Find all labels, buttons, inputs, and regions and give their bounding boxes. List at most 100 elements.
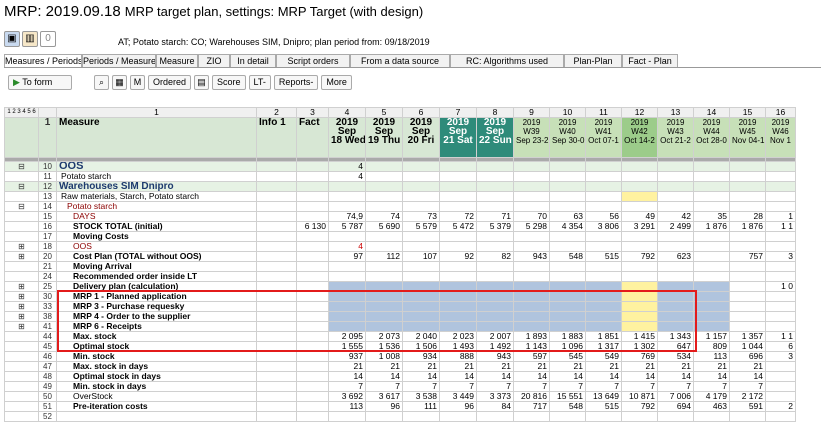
- table-row[interactable]: ⊞ 25 Delivery plan (calculation) 1 0: [4, 281, 796, 292]
- expand-toggle[interactable]: ⊞: [4, 301, 39, 312]
- tab-1[interactable]: Periods / Measures: [82, 54, 156, 67]
- tab-8[interactable]: Plan-Plan: [564, 54, 622, 67]
- m-button[interactable]: M: [130, 75, 145, 90]
- table-row[interactable]: 45 Optimal stock 1 555 1 536 1 506 1 493 1 492…: [4, 341, 796, 352]
- expand-toggle[interactable]: [4, 401, 39, 412]
- search-icon[interactable]: ⌕: [94, 75, 109, 90]
- expand-toggle[interactable]: [4, 361, 39, 372]
- expand-toggle[interactable]: [4, 221, 39, 232]
- chart-icon[interactable]: ▥: [22, 31, 38, 47]
- value-cell: [729, 281, 766, 292]
- ordered-button[interactable]: Ordered: [148, 75, 192, 90]
- value-cell: [765, 321, 796, 332]
- expand-toggle[interactable]: [4, 371, 39, 382]
- expand-toggle[interactable]: [4, 171, 39, 182]
- table-row[interactable]: 48 Optimal stock in days 14 14 14 14 14 14 14 14 1…: [4, 371, 796, 382]
- table-row[interactable]: ⊟ 14 Potato starch: [4, 201, 796, 212]
- tab-6[interactable]: From a data source: [350, 54, 450, 67]
- table-row[interactable]: 47 Max. stock in days 21 21 21 21 21 21 21 21 21 21…: [4, 361, 796, 372]
- value-cell: [657, 261, 694, 272]
- table-row[interactable]: 52: [4, 411, 796, 422]
- expand-toggle[interactable]: ⊟: [4, 161, 39, 172]
- table-row[interactable]: 16 STOCK TOTAL (initial) 6 130 5 787 5 690 5 …: [4, 221, 796, 232]
- value-cell: [439, 311, 477, 322]
- expand-toggle[interactable]: [4, 381, 39, 392]
- value-cell: [439, 291, 477, 302]
- table-row[interactable]: 44 Max. stock 2 095 2 073 2 040 2 023 2 007 1 8…: [4, 331, 796, 342]
- row-label: Max. stock: [56, 331, 257, 342]
- plan-info: AT; Potato starch: CO; Warehouses SIM, D…: [118, 37, 430, 47]
- value-cell: [476, 261, 514, 272]
- tab-7[interactable]: RC: Algorithms used: [450, 54, 564, 67]
- expand-toggle[interactable]: ⊞: [4, 321, 39, 332]
- expand-toggle[interactable]: [4, 331, 39, 342]
- table-row[interactable]: 17 Moving Costs: [4, 231, 796, 242]
- table-row[interactable]: 21 Moving Arrival: [4, 261, 796, 272]
- save-icon[interactable]: ▣: [4, 31, 20, 47]
- table-row[interactable]: ⊟ 12 Warehouses SIM Dnipro: [4, 181, 796, 192]
- expand-toggle[interactable]: [4, 341, 39, 352]
- value-cell: [328, 261, 366, 272]
- table-row[interactable]: ⊞ 41 MRP 6 - Receipts: [4, 321, 796, 332]
- expand-toggle[interactable]: [4, 351, 39, 362]
- reports-button[interactable]: Reports-: [273, 75, 319, 90]
- table-row[interactable]: 15 DAYS 74,9 74 73 72 71 70 63 56 49 42 35 28 1: [4, 211, 796, 222]
- expand-toggle[interactable]: ⊞: [4, 291, 39, 302]
- expand-toggle[interactable]: ⊟: [4, 181, 39, 192]
- to-form-label: To form: [22, 77, 53, 87]
- table-row[interactable]: ⊞ 20 Cost Plan (TOTAL without OOS) 97 112 107…: [4, 251, 796, 262]
- value-cell: 7: [365, 381, 403, 392]
- column-number: 1: [56, 107, 257, 118]
- expand-toggle[interactable]: ⊞: [4, 311, 39, 322]
- table-row[interactable]: ⊞ 33 MRP 3 - Purchase requesky: [4, 301, 796, 312]
- expand-toggle[interactable]: [4, 191, 39, 202]
- row-label: Moving Costs: [56, 231, 257, 242]
- expand-toggle[interactable]: [4, 271, 39, 282]
- expand-toggle[interactable]: [4, 211, 39, 222]
- tab-9[interactable]: Fact - Plan: [622, 54, 678, 67]
- expand-toggle[interactable]: ⊟: [4, 201, 39, 212]
- lt-button[interactable]: LT-: [248, 75, 271, 90]
- value-cell: [765, 411, 796, 422]
- expand-toggle[interactable]: [4, 231, 39, 242]
- expand-toggle[interactable]: [4, 261, 39, 272]
- columns-icon[interactable]: ▦: [112, 75, 127, 90]
- table-row[interactable]: ⊞ 18 OOS 4: [4, 241, 796, 252]
- tab-0[interactable]: Measures / Periods: [4, 54, 82, 67]
- expand-toggle[interactable]: [4, 391, 39, 402]
- column-number: 5: [365, 107, 403, 118]
- tab-5[interactable]: Script orders: [276, 54, 350, 67]
- table-row[interactable]: 49 Min. stock in days 7 7 7 7 7 7 7 7 7 7 7 7: [4, 381, 796, 392]
- filter-icon[interactable]: ▤: [194, 75, 210, 90]
- value-cell: [513, 321, 550, 332]
- table-row[interactable]: 46 Min. stock 937 1 008 934 888 943 597 545 549 76…: [4, 351, 796, 362]
- tab-4[interactable]: In detail: [230, 54, 276, 67]
- row-number: 15: [38, 211, 57, 222]
- expand-toggle[interactable]: [4, 411, 39, 422]
- expand-toggle[interactable]: ⊞: [4, 281, 39, 292]
- table-row[interactable]: 50 OverStock 3 692 3 617 3 538 3 449 3 373 20 8…: [4, 391, 796, 402]
- value-cell: [549, 171, 586, 182]
- table-row[interactable]: ⊞ 30 MRP 1 - Planned application: [4, 291, 796, 302]
- to-form-button[interactable]: ▶ To form: [8, 75, 72, 90]
- expand-toggle[interactable]: ⊞: [4, 241, 39, 252]
- table-row[interactable]: 51 Pre-iteration costs 113 96 111 96 84 717 548 5…: [4, 401, 796, 412]
- tab-2[interactable]: Measure: [156, 54, 198, 67]
- day-m: Sep: [411, 126, 431, 137]
- week-header: 2019 W45 Nov 04-1: [729, 117, 766, 158]
- score-button[interactable]: Score: [212, 75, 246, 90]
- value-cell: 888: [439, 351, 477, 362]
- tab-3[interactable]: ZIO: [198, 54, 230, 67]
- table-row[interactable]: 11 Potato starch 4: [4, 171, 796, 182]
- table-row[interactable]: 13 Raw materials, Starch, Potato starch: [4, 191, 796, 202]
- table-row[interactable]: ⊟ 10 OOS 4: [4, 161, 796, 172]
- zero-icon[interactable]: 0: [40, 31, 56, 47]
- expand-toggle[interactable]: ⊞: [4, 251, 39, 262]
- value-cell: [729, 241, 766, 252]
- table-row[interactable]: 24 Recommended order inside LT: [4, 271, 796, 282]
- row-label: Cost Plan (TOTAL without OOS): [56, 251, 257, 262]
- value-cell: 113: [693, 351, 730, 362]
- table-row[interactable]: ⊞ 38 MRP 4 - Order to the supplier: [4, 311, 796, 322]
- more-button[interactable]: More: [321, 75, 352, 90]
- value-cell: 70: [513, 211, 550, 222]
